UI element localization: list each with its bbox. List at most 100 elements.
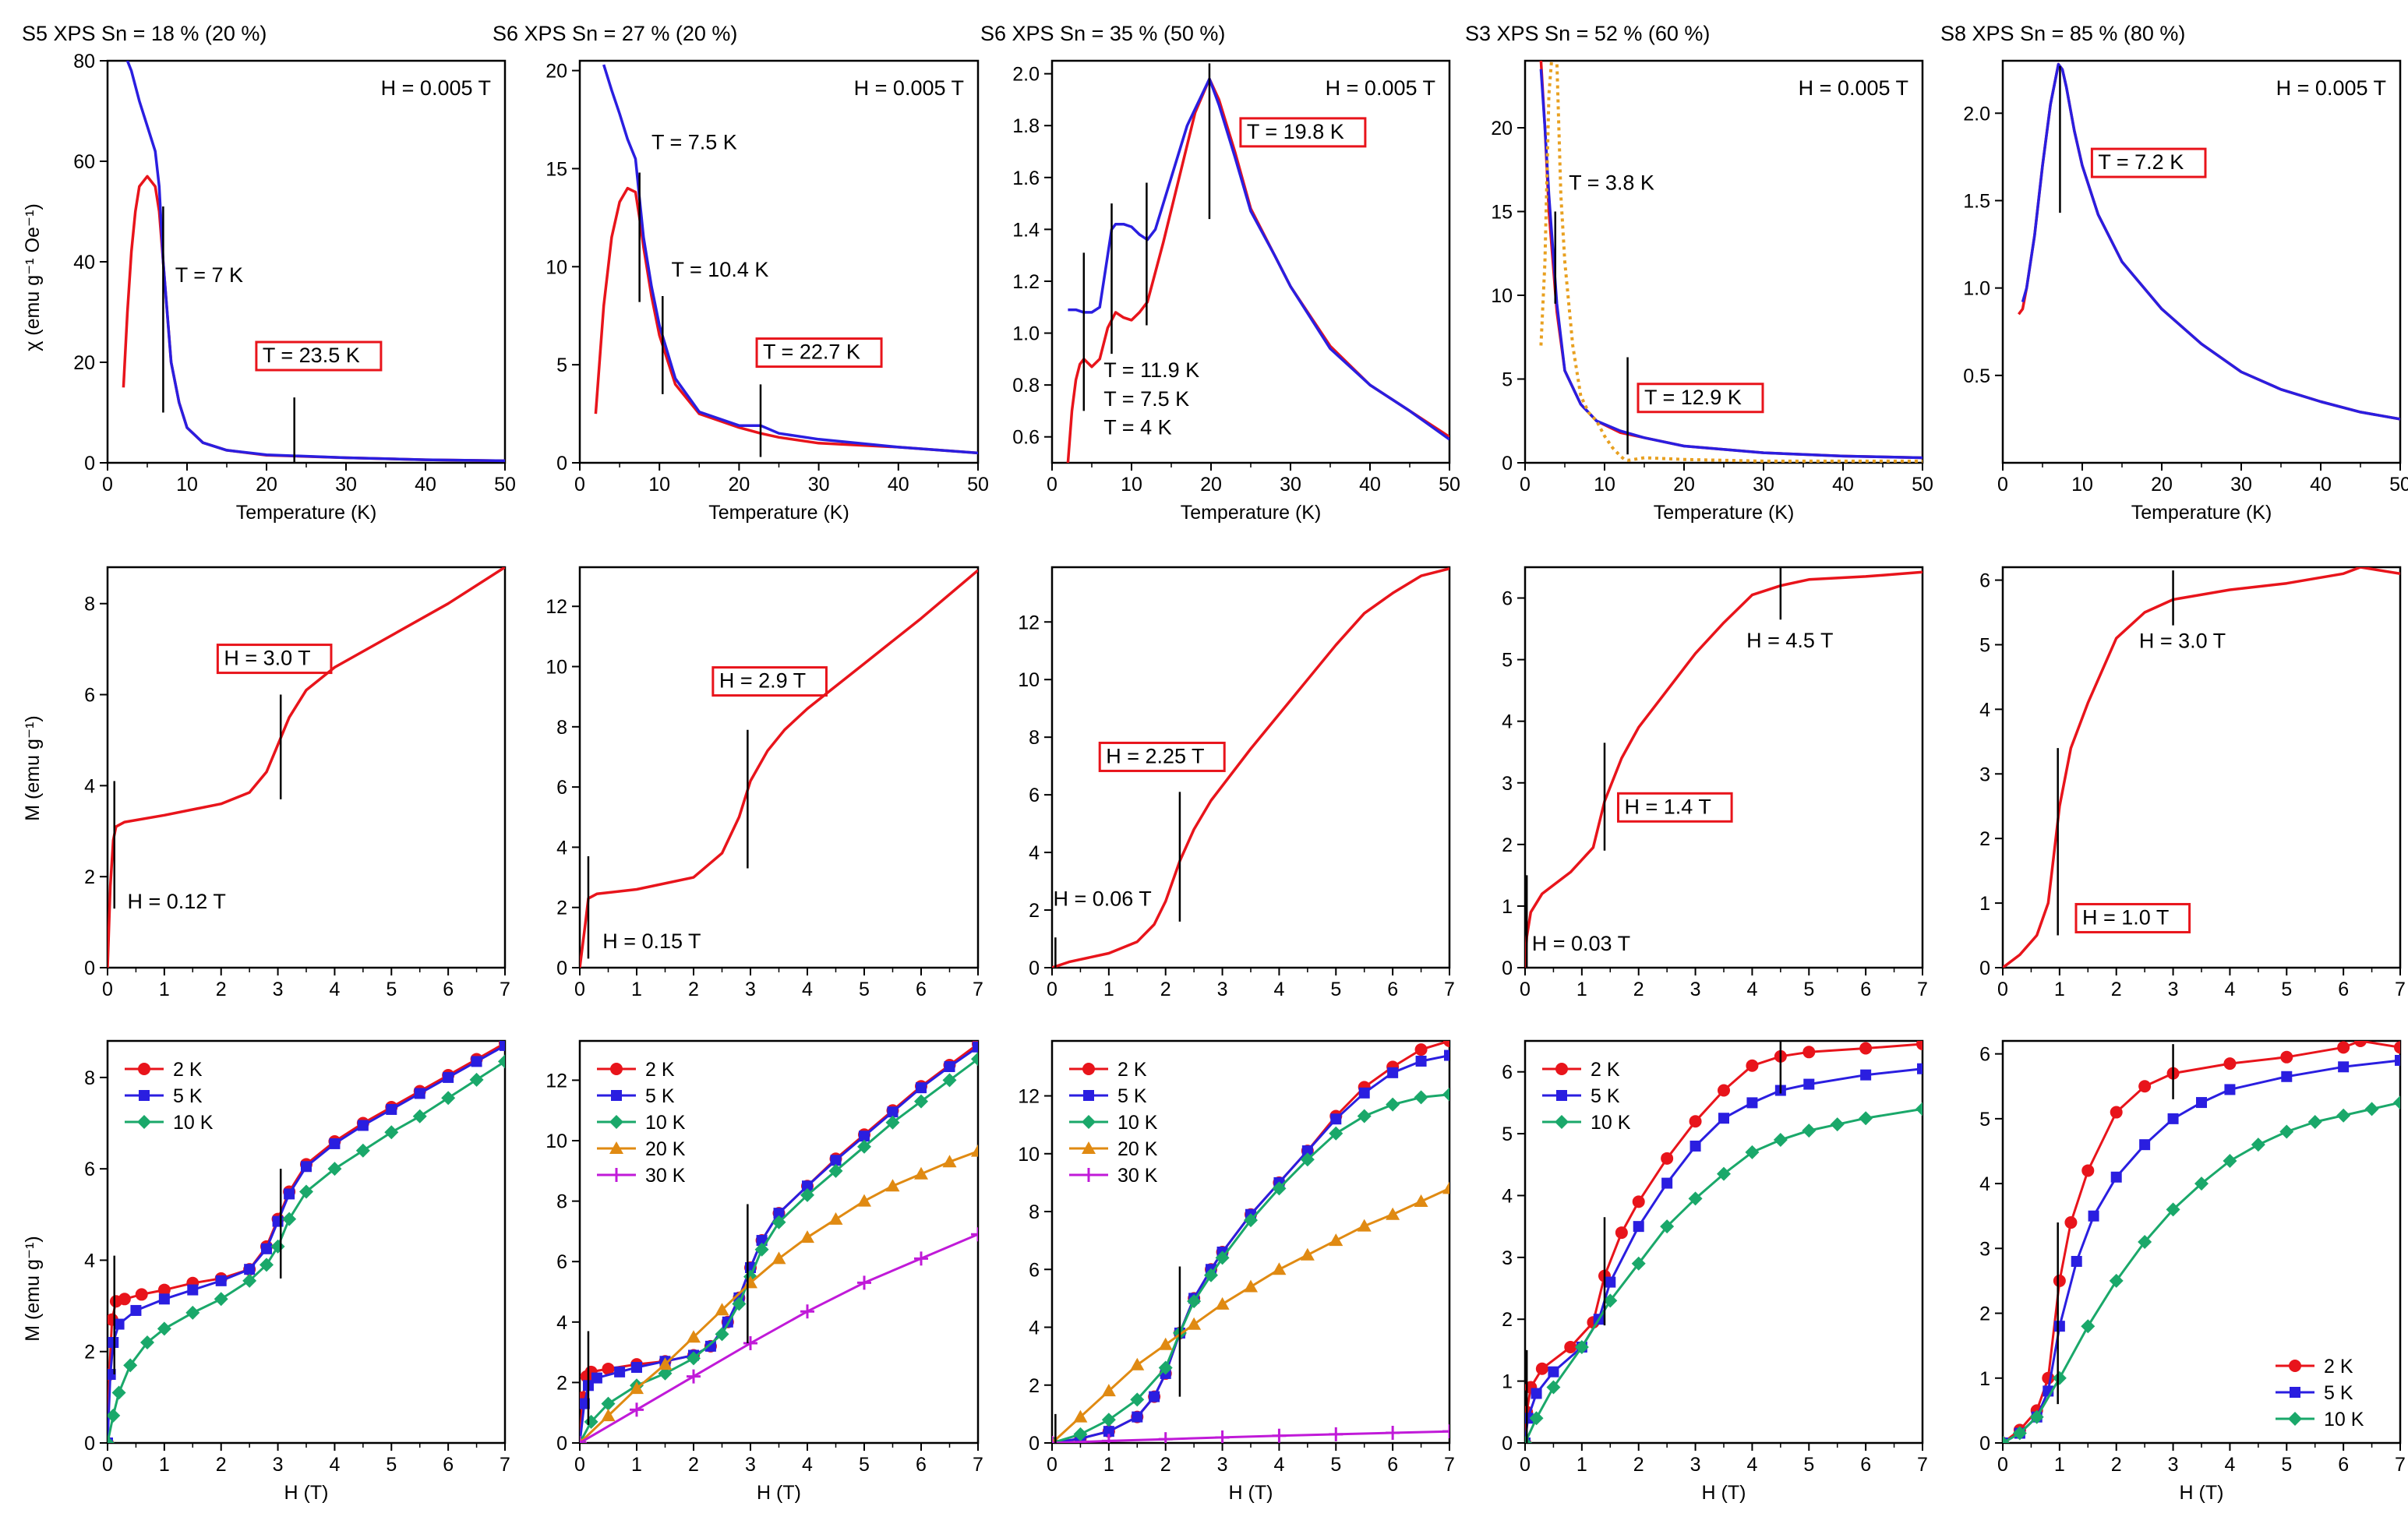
y-tick-label-r0c2-0: 0.6 <box>1012 427 1040 449</box>
series-group-r1c1 <box>580 569 978 968</box>
data-point-r2c0-2-8 <box>242 1273 257 1288</box>
data-point-r2c4-2-6 <box>2138 1235 2152 1249</box>
x-tick-label-r0c2-1: 10 <box>1121 474 1142 496</box>
data-point-r2c4-1-14 <box>2395 1054 2400 1066</box>
data-point-r2c2-1-15 <box>1387 1067 1399 1078</box>
data-point-r2c4-2-10 <box>2251 1138 2265 1152</box>
data-point-r2c4-0-7 <box>2110 1106 2123 1119</box>
legend-marker-r2c2-0 <box>1082 1063 1095 1075</box>
x-tick-label-r2c3-5: 5 <box>1803 1454 1814 1476</box>
x-tick-label-r2c4-7: 7 <box>2395 1454 2406 1476</box>
y-tick-label-r2c3-4: 4 <box>1502 1185 1513 1207</box>
y-tick-label-r2c3-0: 0 <box>1502 1433 1513 1455</box>
series-line-r0c0-zfc <box>122 175 505 463</box>
plot-frame-r2c3 <box>1524 1039 1924 1445</box>
data-point-r2c0-1-6 <box>187 1284 199 1296</box>
data-point-r2c2-3-1 <box>1073 1409 1088 1423</box>
y-tick-label-r2c0-0: 0 <box>84 1433 95 1455</box>
x-tick-label-r1c0-4: 4 <box>329 979 340 1000</box>
x-tick-label-r1c3-4: 4 <box>1746 979 1757 1000</box>
x-tick-label-r0c1-0: 0 <box>574 474 585 496</box>
legend-label-r2c1-3: 20 K <box>645 1138 686 1160</box>
annotation-r1c2-0: H = 0.06 T <box>1053 887 1151 910</box>
x-tick-label-r2c1-6: 6 <box>916 1454 927 1476</box>
data-point-r2c1-3-8 <box>800 1230 814 1243</box>
data-point-r2c3-0-10 <box>1689 1115 1702 1128</box>
annotation-r0c2-3: T = 19.8 K <box>1247 120 1344 143</box>
data-point-r2c4-2-7 <box>2166 1202 2180 1217</box>
data-point-r2c3-1-6 <box>1605 1276 1616 1288</box>
data-point-r2c0-0-6 <box>157 1283 171 1296</box>
x-axis-label-r0c4: Temperature (K) <box>2131 502 2272 524</box>
series-line-r1c3-m(h) <box>1525 570 1923 968</box>
data-point-r2c0-2-19 <box>498 1054 505 1069</box>
plot-frame-r1c4 <box>2001 566 2402 969</box>
data-point-r2c3-2-1 <box>1529 1411 1544 1426</box>
y-tick-label-r2c2-1: 2 <box>1029 1375 1040 1397</box>
x-tick-label-r0c4-4: 40 <box>2310 474 2332 496</box>
data-point-r2c2-3-14 <box>1442 1181 1449 1194</box>
x-tick-label-r1c4-0: 0 <box>1997 979 2008 1000</box>
x-tick-label-r2c3-4: 4 <box>1746 1454 1757 1476</box>
data-point-r2c1-3-11 <box>885 1179 900 1192</box>
data-point-r2c4-2-1 <box>2012 1426 2027 1441</box>
x-tick-label-r1c4-6: 6 <box>2338 979 2349 1000</box>
data-point-r2c0-2-5 <box>157 1321 171 1336</box>
data-point-r2c1-2-9 <box>754 1242 769 1257</box>
plot-r0c1: 0 10 20 30 40 50 0 5 10 15 20 Temperature (K) H = 0.… <box>546 59 989 524</box>
y-tick-label-r2c4-3: 3 <box>1979 1238 1990 1260</box>
series-line-r1c2-m(h) <box>1052 567 1449 968</box>
annotation-box-r1c1-1 <box>711 666 828 697</box>
data-point-r2c1-1-19 <box>944 1060 955 1072</box>
y-tick-label-r0c3-3: 15 <box>1491 202 1513 224</box>
data-point-r2c0-2-10 <box>270 1239 285 1254</box>
legend-marker-r2c3-2 <box>1555 1115 1569 1129</box>
plot-r1c4: 0 1 2 3 4 5 6 7 0 1 2 3 4 5 6 H = 1.0 T H = 3.0 T <box>1979 566 2406 1000</box>
annotation-r1c3-0: H = 0.03 T <box>1532 932 1630 955</box>
data-point-r2c1-2-6 <box>715 1327 729 1342</box>
x-tick-label-r2c1-0: 0 <box>574 1454 585 1476</box>
data-point-r2c3-0-7 <box>1615 1226 1628 1240</box>
data-point-r2c0-1-8 <box>244 1264 256 1275</box>
y-tick-label-r2c2-5: 10 <box>1018 1144 1040 1166</box>
plot-frame-r0c4 <box>2001 59 2402 464</box>
y-tick-label-r2c2-4: 8 <box>1029 1201 1040 1223</box>
data-point-r2c2-3-10 <box>1329 1233 1343 1247</box>
data-point-r2c0-1-4 <box>130 1304 142 1316</box>
series-line-r2c0-2k <box>108 1042 505 1443</box>
data-point-r2c1-2-17 <box>971 1052 978 1067</box>
y-tick-label-r2c4-5: 5 <box>1979 1109 1990 1131</box>
data-point-r2c2-3-6 <box>1215 1296 1230 1310</box>
data-point-r2c0-2-1 <box>108 1408 121 1423</box>
annotation-box-r0c3-1 <box>1637 383 1764 414</box>
data-point-r2c1-1-17 <box>887 1106 899 1118</box>
x-tick-label-r1c4-4: 4 <box>2224 979 2235 1000</box>
legend-label-r2c3-1: 5 K <box>1591 1085 1620 1107</box>
x-tick-label-r2c3-6: 6 <box>1860 1454 1871 1476</box>
data-point-r2c0-2-4 <box>140 1335 154 1349</box>
legend-r2c3: 2 K 5 K 10 K <box>1542 1059 1631 1134</box>
data-point-r2c2-2-12 <box>1329 1126 1343 1141</box>
annotation-r0c3-0: T = 3.8 K <box>1569 171 1654 195</box>
y-tick-label-r1c3-1: 1 <box>1502 896 1513 918</box>
x-tick-label-r1c1-0: 0 <box>574 979 585 1000</box>
annotation-r1c0-1: H = 3.0 T <box>224 647 310 670</box>
legend-label-r2c1-2: 10 K <box>645 1112 686 1134</box>
data-point-r2c1-2-16 <box>942 1073 957 1088</box>
x-tick-label-r0c0-5: 50 <box>494 474 516 496</box>
y-tick-label-r1c1-4: 8 <box>556 717 567 739</box>
series-line-r2c3-10k <box>1525 1107 1923 1443</box>
data-point-r2c4-1-5 <box>2071 1255 2082 1267</box>
x-tick-label-r2c0-2: 2 <box>216 1454 227 1476</box>
y-tick-label-r2c4-1: 1 <box>1979 1368 1990 1390</box>
y-tick-label-r0c4-0: 0.5 <box>1963 365 1990 387</box>
x-tick-label-r0c4-5: 50 <box>2389 474 2408 496</box>
data-point-r2c4-1-4 <box>2053 1321 2065 1332</box>
data-point-r2c2-3-8 <box>1272 1262 1287 1275</box>
data-point-r2c2-3-3 <box>1130 1357 1145 1370</box>
data-point-r2c2-1-14 <box>1358 1087 1370 1099</box>
x-tick-label-r1c1-7: 7 <box>973 979 983 1000</box>
y-tick-label-r2c3-6: 6 <box>1502 1062 1513 1084</box>
